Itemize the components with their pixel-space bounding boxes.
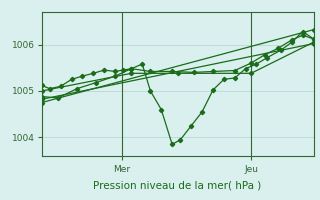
X-axis label: Pression niveau de la mer( hPa ): Pression niveau de la mer( hPa ) [93,181,262,191]
